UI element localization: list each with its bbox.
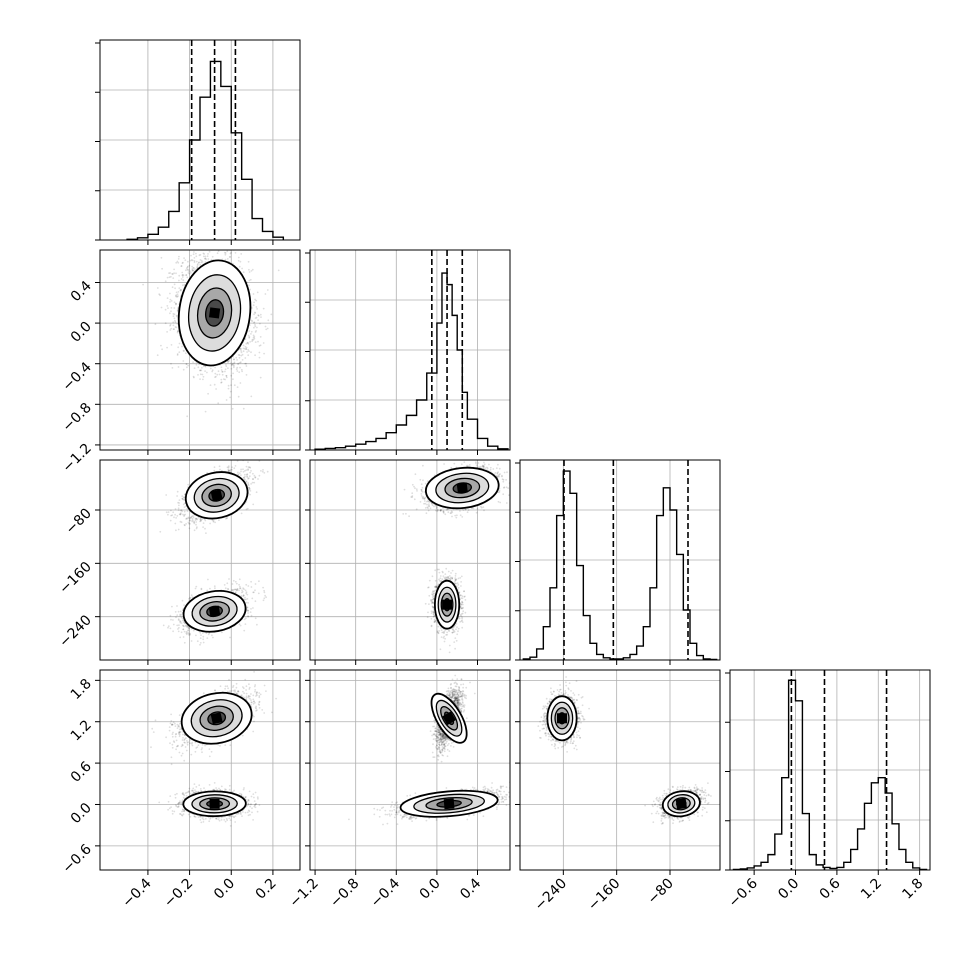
x-tick-label: 0.6 <box>817 875 844 902</box>
density-contours-0 <box>430 692 468 744</box>
density-peak <box>208 605 221 618</box>
panel-3-0: −0.4 −0.2 0.0 0.2 −0.6 0.0 0.6 1.2 1.8 <box>59 669 301 911</box>
density-peak <box>675 798 687 810</box>
y-tick-label: 0.0 <box>68 800 95 827</box>
histogram-step <box>732 679 928 870</box>
density-peak <box>456 482 468 494</box>
panel-plot-area <box>100 40 300 240</box>
panel-frame <box>309 249 511 451</box>
y-tick-label: 0.6 <box>68 759 95 786</box>
histogram-step <box>522 470 718 660</box>
panel-3-1: −1.2 −0.8 −0.4 0.0 0.4 <box>287 669 511 911</box>
y-tick-label: −240 <box>56 612 95 651</box>
x-tick-label: −1.2 <box>287 876 322 911</box>
y-tick-label: 0.4 <box>68 278 95 305</box>
density-contours-1 <box>399 789 499 818</box>
y-tick-label: 0.0 <box>68 319 95 346</box>
density-peak <box>442 599 453 610</box>
density-peak <box>442 711 456 726</box>
panel-3-3: −0.6 0.0 0.6 1.2 1.8 <box>725 669 931 911</box>
panel-plot-area <box>520 460 720 660</box>
panel-plot-area <box>310 670 510 870</box>
panel-frame <box>99 459 301 661</box>
density-contours-0 <box>546 695 578 742</box>
y-tick-label: 1.8 <box>68 676 95 703</box>
panel-plot-area <box>100 250 300 450</box>
density-peak <box>443 798 455 810</box>
x-tick-label: 0.2 <box>253 876 280 903</box>
y-tick-label: −0.4 <box>59 359 94 394</box>
density-contours-0 <box>180 691 253 745</box>
panel-2-0: −240 −160 −80 <box>56 459 301 665</box>
density-contours-0 <box>184 471 249 520</box>
density-peak <box>208 307 221 319</box>
density-peak <box>209 798 220 809</box>
panel-plot-area <box>730 670 930 870</box>
x-tick-label: 0.0 <box>211 876 238 903</box>
x-tick-label: 0.0 <box>417 876 444 903</box>
density-contours-1 <box>661 790 701 818</box>
x-tick-label: −0.8 <box>327 876 362 911</box>
histogram-step <box>126 60 285 240</box>
panel-frame <box>99 39 301 241</box>
panel-frame <box>729 669 931 871</box>
x-tick-label: 1.8 <box>899 876 926 903</box>
panel-plot-area <box>310 460 510 660</box>
x-tick-label: −160 <box>585 876 624 915</box>
y-tick-label: −0.6 <box>59 841 94 876</box>
corner-panels: −1.2−0.8−0.40.00.4−240−160−80−0.4 −0.2 0.0… <box>56 39 931 915</box>
x-tick-label: −240 <box>532 876 571 915</box>
panel-frame <box>99 249 301 451</box>
panel-plot-area <box>100 460 300 660</box>
density-contours-0 <box>177 259 252 367</box>
x-tick-label: −0.4 <box>119 875 154 910</box>
panel-1-1 <box>305 249 511 455</box>
y-tick-label: −160 <box>56 559 95 598</box>
y-tick-label: 1.2 <box>68 717 95 744</box>
density-contours-1 <box>182 590 247 633</box>
panel-frame <box>309 669 511 871</box>
density-peak <box>210 712 223 725</box>
panel-plot-area <box>100 670 300 870</box>
panel-3-2: −240 −160 −80 <box>515 669 721 915</box>
x-tick-label: 0.0 <box>775 876 802 903</box>
x-tick-label: 0.4 <box>457 875 484 902</box>
y-tick-label: −1.2 <box>59 440 94 475</box>
panel-frame <box>99 669 301 871</box>
histogram-step <box>314 272 509 450</box>
panel-2-2 <box>515 459 721 665</box>
x-tick-label: −0.2 <box>161 876 196 911</box>
density-peak <box>557 713 567 724</box>
panel-plot-area <box>520 670 720 870</box>
y-tick-label: −80 <box>63 506 95 538</box>
x-tick-label: −0.6 <box>726 875 761 910</box>
panel-frame <box>519 459 721 661</box>
density-contours-0 <box>425 466 500 510</box>
panel-2-1 <box>305 459 511 665</box>
panel-0-0 <box>95 39 301 245</box>
panel-frame <box>309 459 511 661</box>
panel-frame <box>519 669 721 871</box>
x-tick-label: −80 <box>645 876 677 908</box>
density-contours-1 <box>182 790 247 818</box>
panel-plot-area <box>310 250 510 450</box>
y-tick-label: −0.8 <box>59 400 94 435</box>
density-contours-1 <box>433 579 461 630</box>
panel-1-0: −1.2 −0.8 −0.4 0.0 0.4 <box>59 249 301 476</box>
x-tick-label: 1.2 <box>858 876 885 903</box>
x-tick-label: −0.4 <box>368 875 403 910</box>
density-peak <box>210 489 223 502</box>
